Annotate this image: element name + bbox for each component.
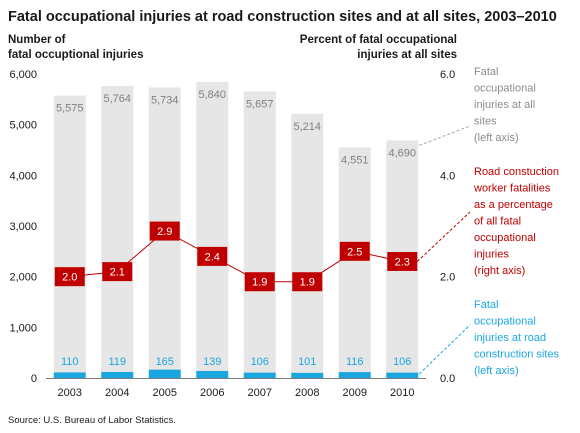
- bar-total-2009: [338, 147, 371, 378]
- pct-value-label: 2.4: [205, 251, 220, 263]
- left-axis-label-line-1: Number of: [8, 34, 66, 46]
- x-tick-label: 2010: [390, 387, 414, 399]
- road-value-label: 106: [393, 356, 411, 368]
- bar-total-2006: [196, 82, 229, 379]
- left-tick-label: 3,000: [9, 221, 37, 233]
- connector-road: [418, 324, 471, 375]
- pct-value-label: 2.9: [157, 226, 172, 238]
- pct-point-2003: [54, 267, 85, 287]
- left-tick-label: 0: [31, 373, 37, 385]
- pct-point-2010: [387, 251, 418, 271]
- annotation-pct-line: as a percentage: [474, 199, 553, 211]
- right-tick-label: 4.0: [440, 170, 455, 182]
- bar-road-2006: [196, 370, 229, 378]
- bar-road-2007: [243, 372, 276, 378]
- annotation-pct-line: (right axis): [474, 265, 525, 277]
- x-tick-label: 2004: [105, 387, 129, 399]
- road-value-label: 116: [346, 356, 364, 368]
- bar-total-2004: [101, 85, 134, 378]
- total-value-label: 5,764: [103, 93, 131, 105]
- connector-pct: [416, 211, 471, 262]
- pct-point-2008: [292, 272, 323, 292]
- total-value-label: 4,690: [388, 147, 416, 159]
- bar-road-2008: [291, 372, 324, 378]
- annotation-pct-line: of all fatal: [474, 216, 521, 228]
- bar-total-2007: [243, 91, 276, 379]
- annotation-pct-line: occupational: [474, 232, 536, 244]
- bar-road-2009: [338, 372, 371, 378]
- road-value-label: 106: [251, 356, 269, 368]
- x-tick-label: 2005: [153, 387, 177, 399]
- total-value-label: 5,575: [56, 103, 84, 115]
- left-tick-label: 2,000: [9, 272, 37, 284]
- right-tick-label: 2.0: [440, 272, 455, 284]
- pct-value-label: 2.1: [110, 267, 125, 279]
- annotation-total-line: Fatal: [474, 66, 498, 78]
- right-tick-label: 6.0: [440, 69, 455, 81]
- annotation-pct-line: worker fatalities: [473, 183, 551, 195]
- pct-value-label: 2.0: [62, 272, 77, 284]
- annotation-road-line: construction sites: [474, 349, 559, 361]
- pct-point-2009: [339, 241, 370, 261]
- total-value-label: 5,734: [151, 94, 179, 106]
- total-value-label: 5,214: [293, 121, 321, 133]
- pct-point-2007: [244, 272, 275, 292]
- right-axis-label-line-2: injuries at all sites: [357, 49, 457, 61]
- bar-total-2008: [291, 113, 324, 378]
- total-value-label: 5,657: [246, 98, 274, 110]
- road-value-label: 119: [108, 356, 126, 368]
- annotation-road-line: injuries at road: [474, 332, 546, 344]
- connector-total: [419, 125, 471, 146]
- x-tick-label: 2008: [295, 387, 319, 399]
- pct-value-label: 1.9: [252, 277, 267, 289]
- annotation-road-line: Fatal: [474, 299, 498, 311]
- source-note: Source: U.S. Bureau of Labor Statistics.: [8, 415, 176, 426]
- bar-total-2003: [53, 95, 86, 379]
- left-tick-label: 6,000: [9, 69, 37, 81]
- bar-road-2003: [53, 372, 86, 378]
- pct-value-label: 2.3: [395, 256, 410, 268]
- bar-road-2004: [101, 371, 134, 378]
- annotation-pct-line: Road constuction: [474, 166, 559, 178]
- road-value-label: 110: [61, 356, 79, 368]
- plot-area: 0 1,000 2,000 3,000 4,000 5,000 6,000 0.0 2.0 4.0…: [9, 66, 559, 399]
- pct-point-2006: [197, 246, 228, 266]
- left-axis-label-line-2: fatal occuptional injuries: [8, 49, 143, 61]
- pct-point-2005: [149, 221, 180, 241]
- bar-road-2005: [148, 369, 181, 378]
- annotation-road-line: occupational: [474, 316, 536, 328]
- total-value-label: 4,551: [341, 154, 369, 166]
- annotation-total-line: injuries at all: [474, 99, 535, 111]
- pct-value-label: 2.5: [347, 246, 362, 258]
- road-value-label: 165: [156, 356, 174, 368]
- chart-title: Fatal occupational injuries at road cons…: [8, 9, 557, 25]
- right-tick-label: 0.0: [440, 373, 455, 385]
- pct-value-label: 1.9: [300, 277, 315, 289]
- annotation-total-line: (left axis): [474, 132, 519, 144]
- left-tick-label: 1,000: [9, 322, 37, 334]
- left-tick-label: 4,000: [9, 170, 37, 182]
- right-axis-label-line-1: Percent of fatal occupational: [300, 34, 457, 46]
- bar-road-2010: [386, 372, 419, 378]
- road-value-label: 139: [203, 356, 221, 368]
- annotation-pct-line: injuries: [474, 249, 509, 261]
- road-value-label: 101: [298, 356, 316, 368]
- x-tick-label: 2006: [200, 387, 224, 399]
- left-tick-label: 5,000: [9, 120, 37, 132]
- total-value-label: 5,840: [198, 89, 226, 101]
- pct-point-2004: [102, 262, 133, 282]
- x-tick-label: 2009: [343, 387, 367, 399]
- x-tick-label: 2003: [58, 387, 82, 399]
- annotation-total-line: sites: [474, 116, 497, 128]
- annotation-road-line: (left axis): [474, 365, 519, 377]
- x-tick-label: 2007: [248, 387, 272, 399]
- annotation-total-line: occupational: [474, 83, 536, 95]
